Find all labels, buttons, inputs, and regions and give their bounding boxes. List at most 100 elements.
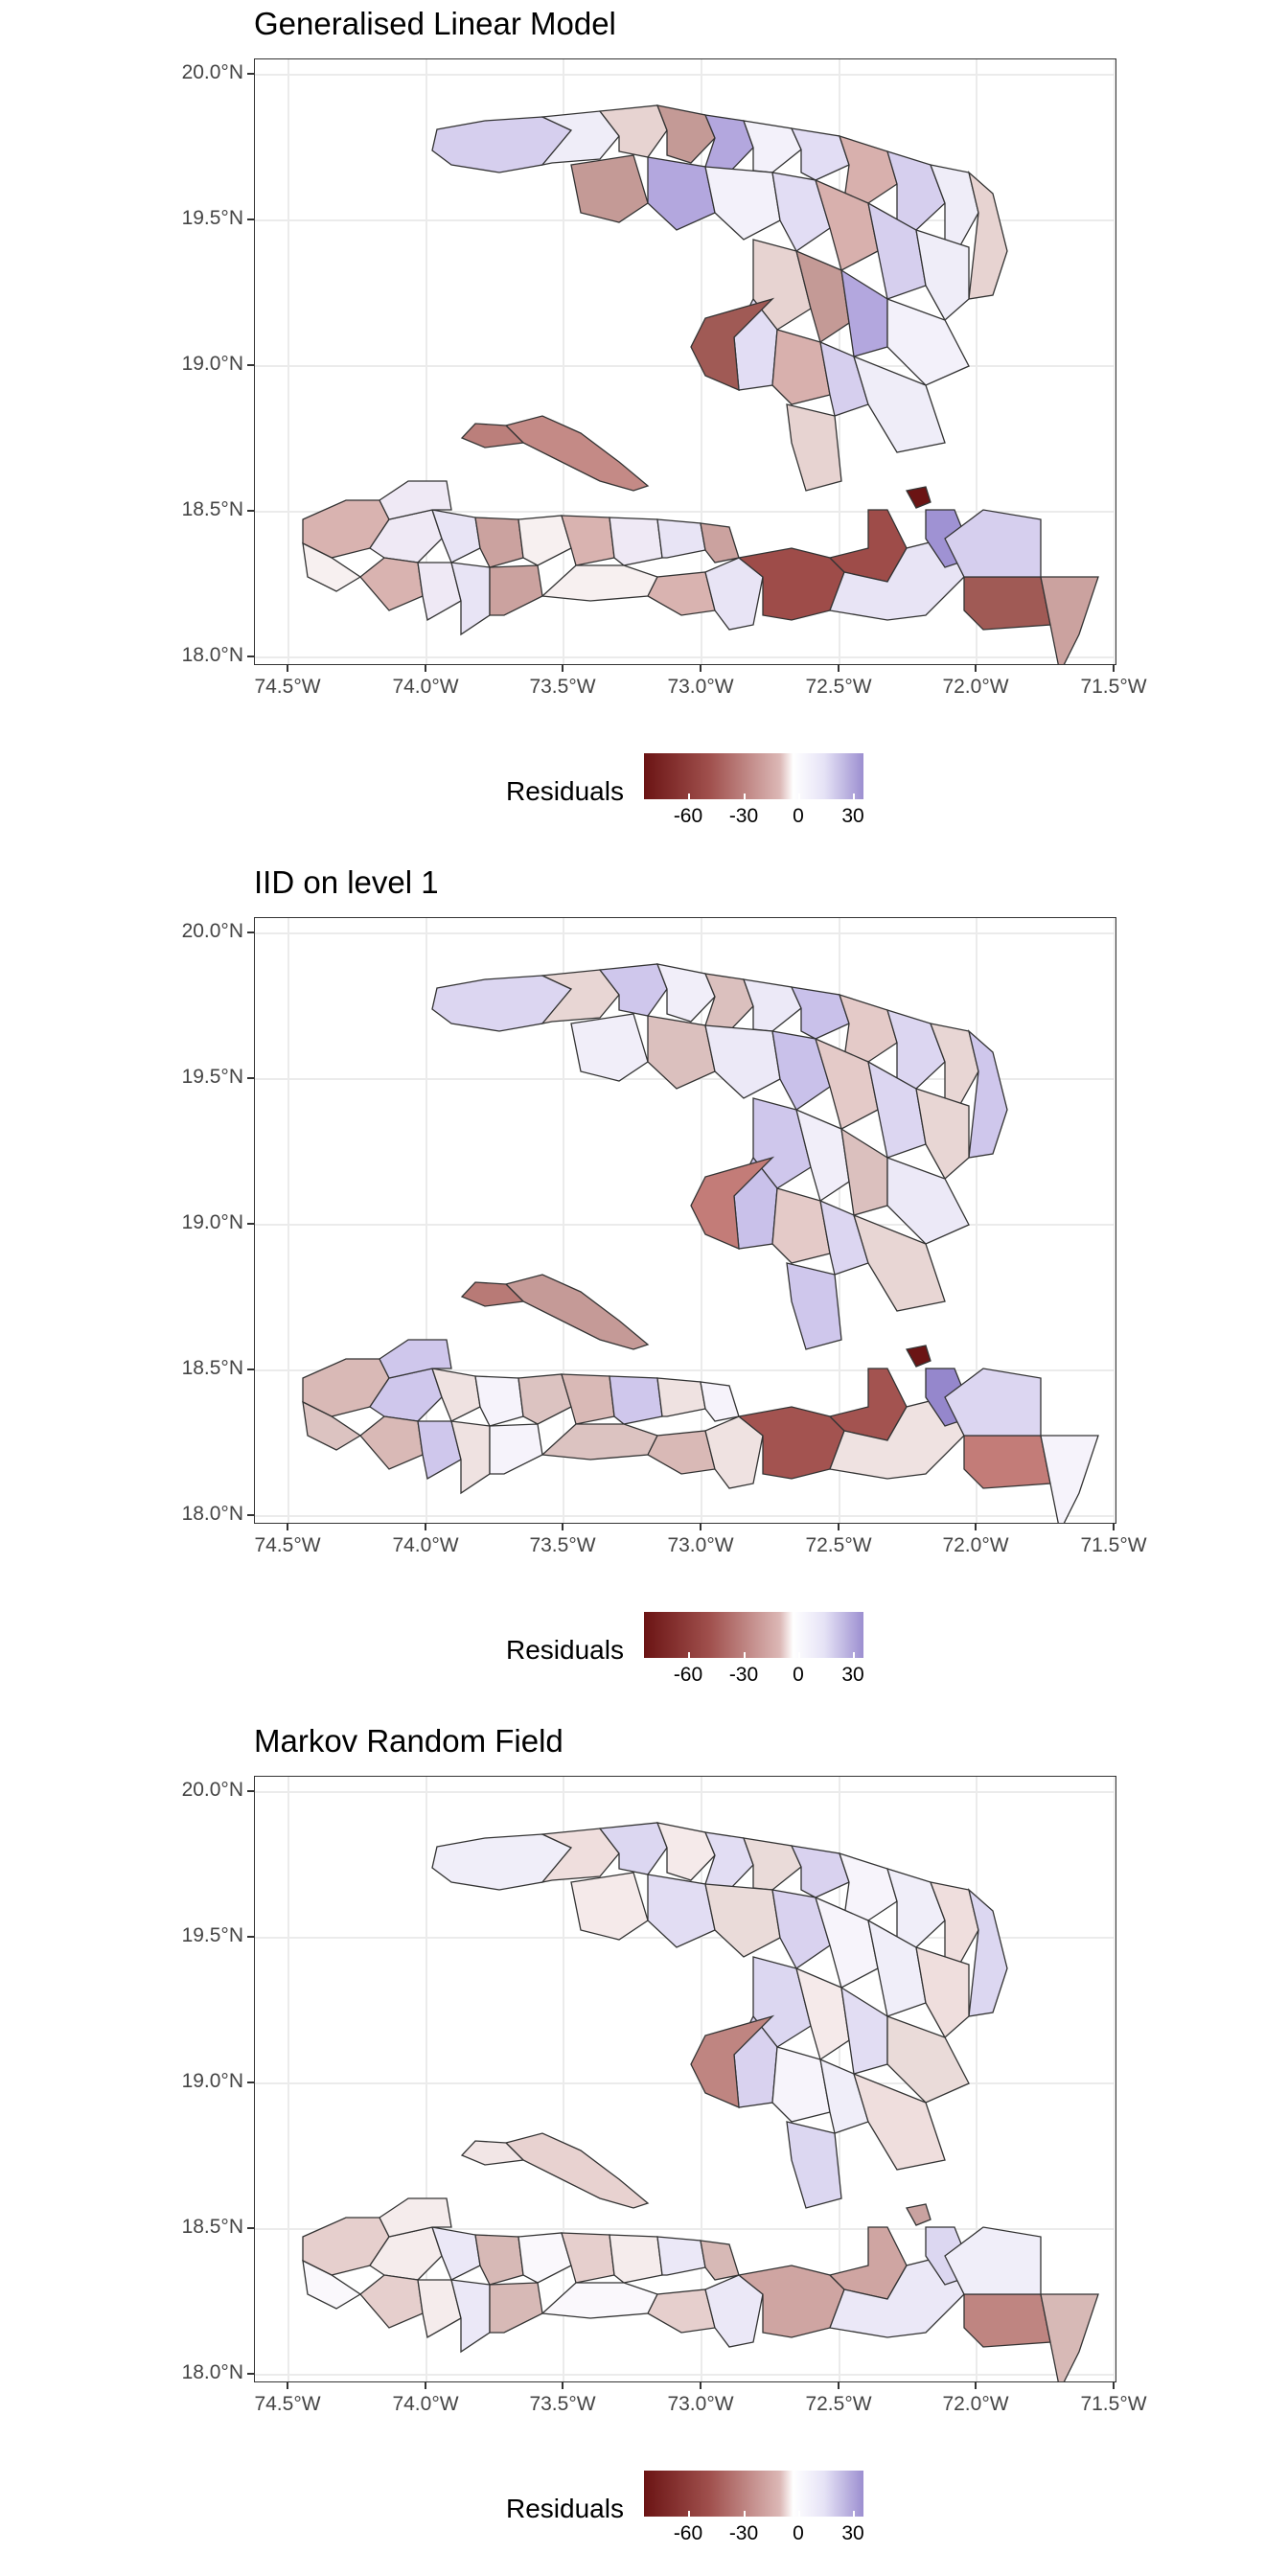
commune-north	[967, 171, 1008, 300]
x-tick-label: 73.5°W	[529, 1534, 596, 1556]
legend-tick-label: -30	[728, 1664, 759, 1686]
commune-north	[704, 166, 781, 241]
legend-tick-mark	[688, 1652, 690, 1658]
x-tick-label: 72.5°W	[805, 1534, 872, 1556]
x-tick-label: 73.0°W	[667, 676, 734, 698]
commune-jacmel	[963, 576, 1051, 631]
commune-south	[489, 1423, 543, 1475]
commune-southeast-tip	[1040, 2293, 1099, 2381]
commune-north	[771, 172, 831, 252]
legend: Residuals -60 -30 0 30	[0, 1606, 1288, 1692]
island-gonave-west	[460, 2140, 525, 2166]
commune-north	[915, 1946, 970, 2039]
x-tick-mark	[425, 665, 426, 672]
x-tick-mark	[562, 1524, 564, 1530]
commune-north	[840, 1127, 888, 1216]
commune-north	[814, 178, 879, 271]
commune-north	[752, 1097, 812, 1189]
x-tick-mark	[562, 2382, 564, 2389]
commune-jacmel	[963, 2293, 1051, 2348]
x-tick-label: 72.5°W	[805, 2393, 872, 2415]
legend-colorbar	[644, 1612, 863, 1658]
commune-south	[417, 2279, 462, 2339]
x-tick-mark	[287, 1524, 288, 1530]
legend-tick-label: -30	[728, 805, 759, 827]
y-tick-mark	[247, 1077, 254, 1079]
x-tick-mark	[287, 2382, 288, 2389]
commune-south	[700, 522, 740, 564]
commune-capital	[905, 2203, 932, 2226]
legend-tick-mark	[798, 2511, 800, 2517]
commune-north	[852, 355, 946, 453]
y-tick-mark	[247, 932, 254, 933]
commune-north	[771, 1889, 831, 1969]
legend-tick-label: 0	[793, 1664, 804, 1686]
commune-south	[302, 2259, 362, 2310]
commune-south	[450, 2279, 491, 2354]
commune-capital	[905, 486, 932, 509]
map-svg	[255, 918, 1116, 1523]
commune-south	[489, 564, 543, 616]
y-tick-mark	[247, 1223, 254, 1225]
y-tick-mark	[247, 364, 254, 366]
x-tick-mark	[562, 665, 564, 672]
commune-north	[752, 239, 812, 331]
commune-north	[656, 1822, 716, 1881]
x-tick-label: 74.0°W	[392, 676, 459, 698]
y-tick-mark	[247, 656, 254, 657]
y-tick-label: 19.5°N	[181, 1924, 243, 1946]
commune-south	[474, 1375, 524, 1427]
commune-south	[700, 1381, 740, 1422]
commune-south	[700, 2240, 740, 2281]
commune-south	[518, 2232, 572, 2284]
y-tick-mark	[247, 1790, 254, 1792]
commune-north	[886, 298, 970, 386]
x-tick-mark	[287, 665, 288, 672]
legend-tick-mark	[744, 2511, 746, 2517]
y-tick-label: 20.0°N	[181, 1779, 243, 1801]
commune-south	[302, 541, 362, 592]
commune-jacmel	[963, 1435, 1051, 1489]
commune-south	[647, 1430, 716, 1475]
x-tick-mark	[838, 2382, 840, 2389]
y-tick-label: 18.0°N	[181, 2361, 243, 2383]
legend-tick-mark	[688, 2511, 690, 2517]
commune-north	[570, 1872, 649, 1941]
commune-south	[474, 517, 524, 568]
legend-tick-label: 0	[793, 805, 804, 827]
y-tick-label: 19.5°N	[181, 207, 243, 229]
commune-south	[417, 562, 462, 622]
legend-tick-mark	[798, 1652, 800, 1658]
commune-north	[814, 1037, 879, 1130]
island-gonave-west	[460, 1281, 525, 1307]
y-tick-mark	[247, 2227, 254, 2229]
commune-north	[795, 249, 850, 344]
x-tick-label: 72.0°W	[942, 676, 1009, 698]
commune-north	[771, 2046, 831, 2123]
map-svg	[255, 1777, 1116, 2381]
legend-tick-label: -60	[673, 2522, 703, 2544]
commune-south	[561, 2232, 615, 2284]
commune-north	[819, 2058, 869, 2134]
y-tick-label: 19.0°N	[181, 2070, 243, 2092]
commune-south	[518, 515, 572, 566]
commune-south	[359, 557, 424, 611]
commune-south	[379, 480, 452, 520]
y-tick-mark	[247, 1514, 254, 1516]
map-svg	[255, 59, 1116, 664]
map-area	[254, 917, 1116, 1524]
x-tick-label: 72.0°W	[942, 1534, 1009, 1556]
commune-north	[656, 104, 716, 164]
commune-capital	[905, 1345, 932, 1368]
legend-tick-mark	[853, 1652, 855, 1658]
x-tick-mark	[1113, 1524, 1115, 1530]
legend-tick-label: 0	[793, 2522, 804, 2544]
x-tick-mark	[1113, 2382, 1115, 2389]
x-tick-label: 74.0°W	[392, 1534, 459, 1556]
legend: Residuals -60 -30 0 30	[0, 748, 1288, 834]
commune-southeast	[829, 1396, 965, 1480]
map-area	[254, 1776, 1116, 2382]
commune-north	[752, 1956, 812, 2048]
commune-north	[786, 2121, 842, 2209]
x-tick-mark	[700, 2382, 702, 2389]
